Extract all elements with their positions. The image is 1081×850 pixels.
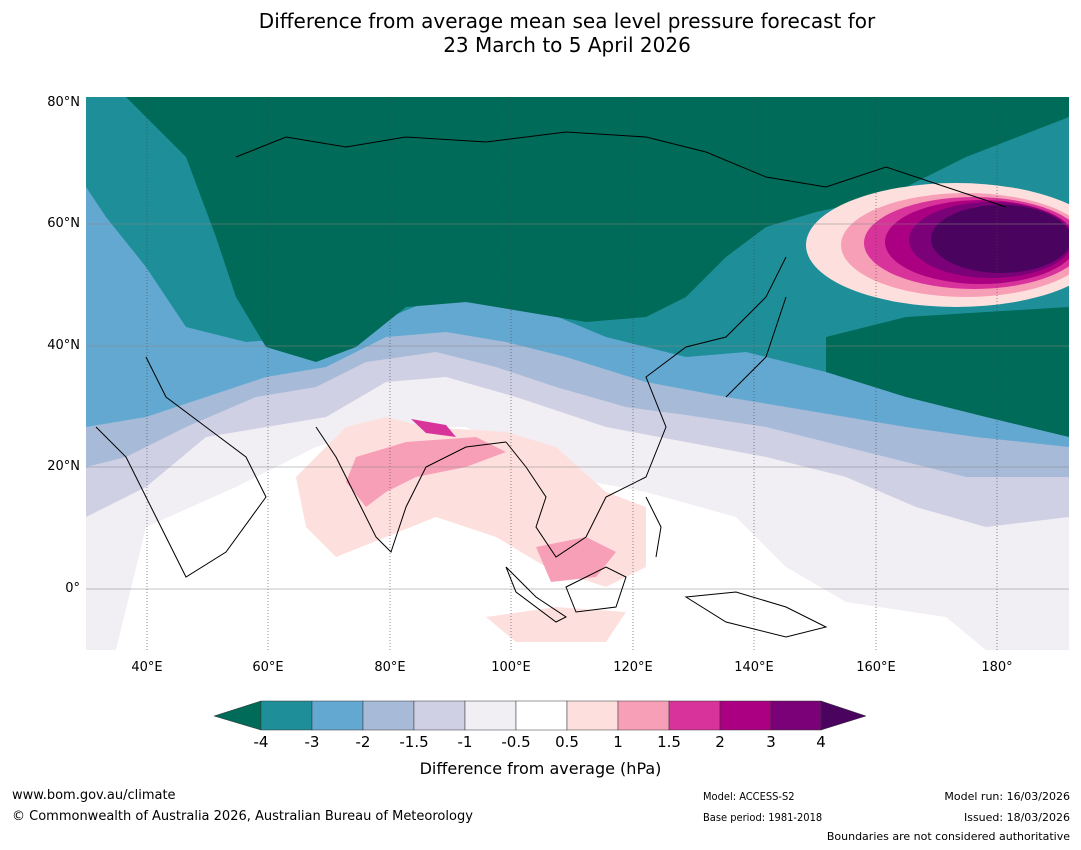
base-period: Base period: 1981-2018: [703, 811, 823, 824]
boundary-disclaimer: Boundaries are not considered authoritat…: [826, 830, 1070, 843]
anomaly-positive-seasia: [536, 537, 616, 582]
copyright-notice: © Commonwealth of Australia 2026, Austra…: [12, 809, 473, 824]
chart-title: Difference from average mean sea level p…: [0, 9, 1081, 57]
coastline-arabia-africa: [95, 356, 267, 578]
pressure-anomaly-map: [86, 97, 1069, 650]
colorbar-bin-11: [770, 700, 822, 731]
map-canvas: [86, 97, 1069, 650]
colorbar-bin-4: [413, 700, 466, 731]
lat-label-20n: 20°N: [47, 459, 80, 474]
colorbar-tick: 2: [715, 733, 725, 751]
colorbar: [213, 700, 867, 736]
lon-label-180: 180°: [981, 660, 1013, 675]
colorbar-bin-2: [311, 700, 364, 731]
anomaly-positive-timor: [486, 607, 626, 642]
coastline-arctic: [235, 131, 1007, 208]
lon-label-140e: 140°E: [734, 660, 774, 675]
lon-label-120e: 120°E: [613, 660, 653, 675]
colorbar-tick: -2: [355, 733, 371, 751]
latitude-lines: [86, 223, 1069, 590]
colorbar-tick: 4: [816, 733, 826, 751]
colorbar-under-extension: [213, 700, 262, 731]
coastlines: [95, 131, 1007, 638]
colorbar-tick: -0.5: [501, 733, 531, 751]
colorbar-bin-3: [362, 700, 415, 731]
lon-label-60e: 60°E: [252, 660, 284, 675]
anomaly-field-strong-negative: [126, 97, 1069, 362]
colorbar-swatches: [213, 700, 867, 731]
colorbar-tick: -1: [457, 733, 473, 751]
colorbar-tick: -4: [253, 733, 269, 751]
colorbar-tick: -3: [304, 733, 320, 751]
colorbar-bin-9: [668, 700, 721, 731]
lon-label-40e: 40°E: [131, 660, 163, 675]
colorbar-bin-10: [719, 700, 772, 731]
colorbar-tick: 1.5: [657, 733, 681, 751]
coastline-borneo: [565, 566, 627, 613]
lon-label-100e: 100°E: [491, 660, 531, 675]
lon-label-80e: 80°E: [374, 660, 406, 675]
coastline-sumatra: [505, 566, 567, 623]
lat-label-80n: 80°N: [47, 95, 80, 110]
coastline-new-guinea: [684, 591, 828, 638]
anomaly-positive-himalaya: [411, 419, 456, 437]
title-line-1: Difference from average mean sea level p…: [258, 9, 876, 33]
anomaly-positive-pacific-6: [931, 205, 1069, 273]
colorbar-label: Difference from average (hPa): [419, 759, 662, 778]
model-name: Model: ACCESS-S2: [703, 790, 795, 803]
colorbar-tick: 0.5: [555, 733, 579, 751]
coastline-seasia: [505, 256, 787, 558]
coastline-philippines: [645, 496, 662, 558]
coastline-japan: [725, 296, 787, 398]
colorbar-bin-7: [566, 700, 619, 731]
colorbar-bin-1: [260, 700, 313, 731]
issued-date: Issued: 18/03/2026: [963, 811, 1070, 824]
colorbar-tick: 3: [766, 733, 776, 751]
colorbar-tick: 1: [613, 733, 623, 751]
colorbar-over-extension: [820, 700, 867, 731]
coastline-india: [315, 426, 507, 553]
colorbar-bin-8: [617, 700, 670, 731]
colorbar-tick: -1.5: [399, 733, 429, 751]
anomaly-positive-india-core: [346, 437, 506, 507]
lon-label-160e: 160°E: [856, 660, 896, 675]
lat-label-40n: 40°N: [47, 338, 80, 353]
anomaly-field-strong-negative-pacific: [826, 307, 1069, 437]
lat-label-60n: 60°N: [47, 216, 80, 231]
model-run-date: Model run: 16/03/2026: [944, 790, 1070, 803]
title-line-2: 23 March to 5 April 2026: [443, 33, 691, 57]
graticule: [146, 97, 998, 650]
colorbar-bins: [260, 700, 822, 731]
colorbar-bin-5: [464, 700, 517, 731]
colorbar-bin-6: [515, 700, 568, 731]
bom-website: www.bom.gov.au/climate: [12, 788, 176, 803]
lat-label-0: 0°: [65, 581, 80, 596]
